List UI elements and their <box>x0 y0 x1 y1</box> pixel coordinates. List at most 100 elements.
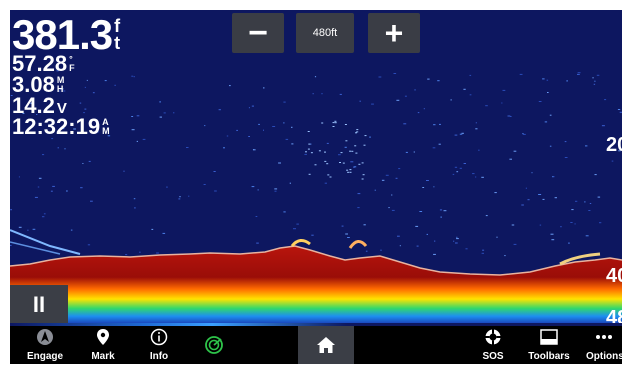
sonar-speck <box>469 74 472 76</box>
sonar-speck <box>397 235 400 237</box>
sonar-speck <box>18 226 22 228</box>
sonar-speck <box>617 109 621 110</box>
sonar-speck <box>399 245 401 247</box>
sonar-speck <box>22 112 25 114</box>
sonar-speck <box>274 190 277 192</box>
sonar-speck <box>251 105 254 107</box>
sonar-speck <box>15 111 17 112</box>
sonar-speck <box>248 107 250 109</box>
range-button[interactable]: 480ft <box>296 13 354 53</box>
sonar-speck <box>347 237 350 238</box>
sonar-speck <box>404 95 407 97</box>
sonar-speck <box>593 83 596 85</box>
sonar-speck <box>432 147 436 149</box>
fish-speck <box>326 163 329 165</box>
sonar-speck <box>84 108 87 110</box>
sonar-speck <box>62 128 65 130</box>
sonar-speck <box>509 116 512 117</box>
voltage-unit: V <box>56 100 67 117</box>
fish-cluster-right <box>559 252 601 266</box>
fish-speck <box>345 140 348 142</box>
sonar-speck <box>538 194 542 195</box>
sonar-display[interactable] <box>10 10 622 324</box>
options-button[interactable]: Options <box>586 326 622 364</box>
zoom-out-button[interactable]: − <box>232 13 284 53</box>
sonar-speck <box>485 215 488 217</box>
sonar-speck <box>475 122 477 124</box>
sonar-speck <box>437 80 440 82</box>
sonar-speck <box>61 88 64 90</box>
sonar-speck <box>433 124 436 126</box>
fish-speck <box>305 151 307 153</box>
sonar-speck <box>293 228 296 230</box>
fish-speck <box>363 144 366 146</box>
fish-cluster-mid <box>348 240 368 249</box>
sonar-speck <box>475 128 478 130</box>
sonar-speck <box>588 210 591 211</box>
sonar-speck <box>214 190 217 192</box>
sonar-speck <box>456 238 459 240</box>
sonar-speck <box>186 147 189 148</box>
sonar-speck <box>283 122 285 124</box>
sonar-speck <box>79 102 82 104</box>
sonar-speck <box>594 80 596 82</box>
sonar-speck <box>443 210 447 212</box>
location-pin-icon <box>97 329 109 345</box>
sonar-speck <box>440 216 442 218</box>
mark-button[interactable]: Mark <box>82 326 124 364</box>
sonar-speck <box>131 129 135 131</box>
sonar-speck <box>459 167 462 169</box>
sonar-speck <box>472 173 475 175</box>
sonar-speck <box>369 136 371 138</box>
sonar-speck <box>341 225 344 227</box>
sonar-speck <box>463 163 466 164</box>
home-button[interactable] <box>298 326 354 364</box>
autopilot-icon <box>37 329 53 345</box>
fish-cluster-center <box>290 239 311 247</box>
sonar-speck <box>84 86 86 88</box>
sonar-speck <box>311 234 314 236</box>
sonar-speck <box>604 99 607 101</box>
sonar-speck <box>597 196 601 198</box>
sonar-speck <box>416 245 419 247</box>
sonar-speck <box>522 133 526 135</box>
fish-speck <box>307 148 310 150</box>
sonar-speck <box>64 148 66 150</box>
pause-button[interactable]: II <box>10 285 68 324</box>
sonar-speck <box>43 213 46 215</box>
fish-speck <box>356 131 359 133</box>
sonar-speck <box>248 136 250 137</box>
voltage-readout: 14.2 V <box>12 95 67 117</box>
sonar-speck <box>539 224 542 226</box>
sonar-speck <box>547 92 549 93</box>
sonar-speck <box>125 254 128 256</box>
radar-button[interactable] <box>198 326 230 364</box>
sonar-speck <box>419 211 423 212</box>
fish-speck <box>308 143 311 145</box>
sonar-speck <box>577 72 581 74</box>
sonar-speck <box>359 100 361 102</box>
sonar-speck <box>57 147 59 149</box>
zoom-in-button[interactable]: + <box>368 13 420 53</box>
info-button[interactable]: Info <box>140 326 178 364</box>
sonar-speck <box>226 135 229 137</box>
sonar-speck <box>549 145 552 147</box>
mark-label: Mark <box>91 351 115 362</box>
time-value: 12:32:19 <box>12 114 101 139</box>
depth-scale-200: 200 <box>606 134 622 156</box>
sonar-speck <box>256 242 259 244</box>
sonar-speck <box>501 102 503 104</box>
sonar-speck <box>123 170 125 172</box>
sos-button[interactable]: SOS <box>478 326 508 364</box>
fish-speck <box>324 160 327 162</box>
engage-button[interactable]: Engage <box>20 326 70 364</box>
toolbars-button[interactable]: Toolbars <box>524 326 574 364</box>
sonar-speck <box>481 252 484 254</box>
sonar-speck <box>596 74 600 76</box>
sonar-speck <box>134 207 136 209</box>
sonar-speck <box>96 131 99 133</box>
sonar-speck <box>139 251 141 253</box>
sonar-speck <box>502 89 506 91</box>
sonar-speck <box>450 99 452 101</box>
sonar-speck <box>229 85 231 87</box>
